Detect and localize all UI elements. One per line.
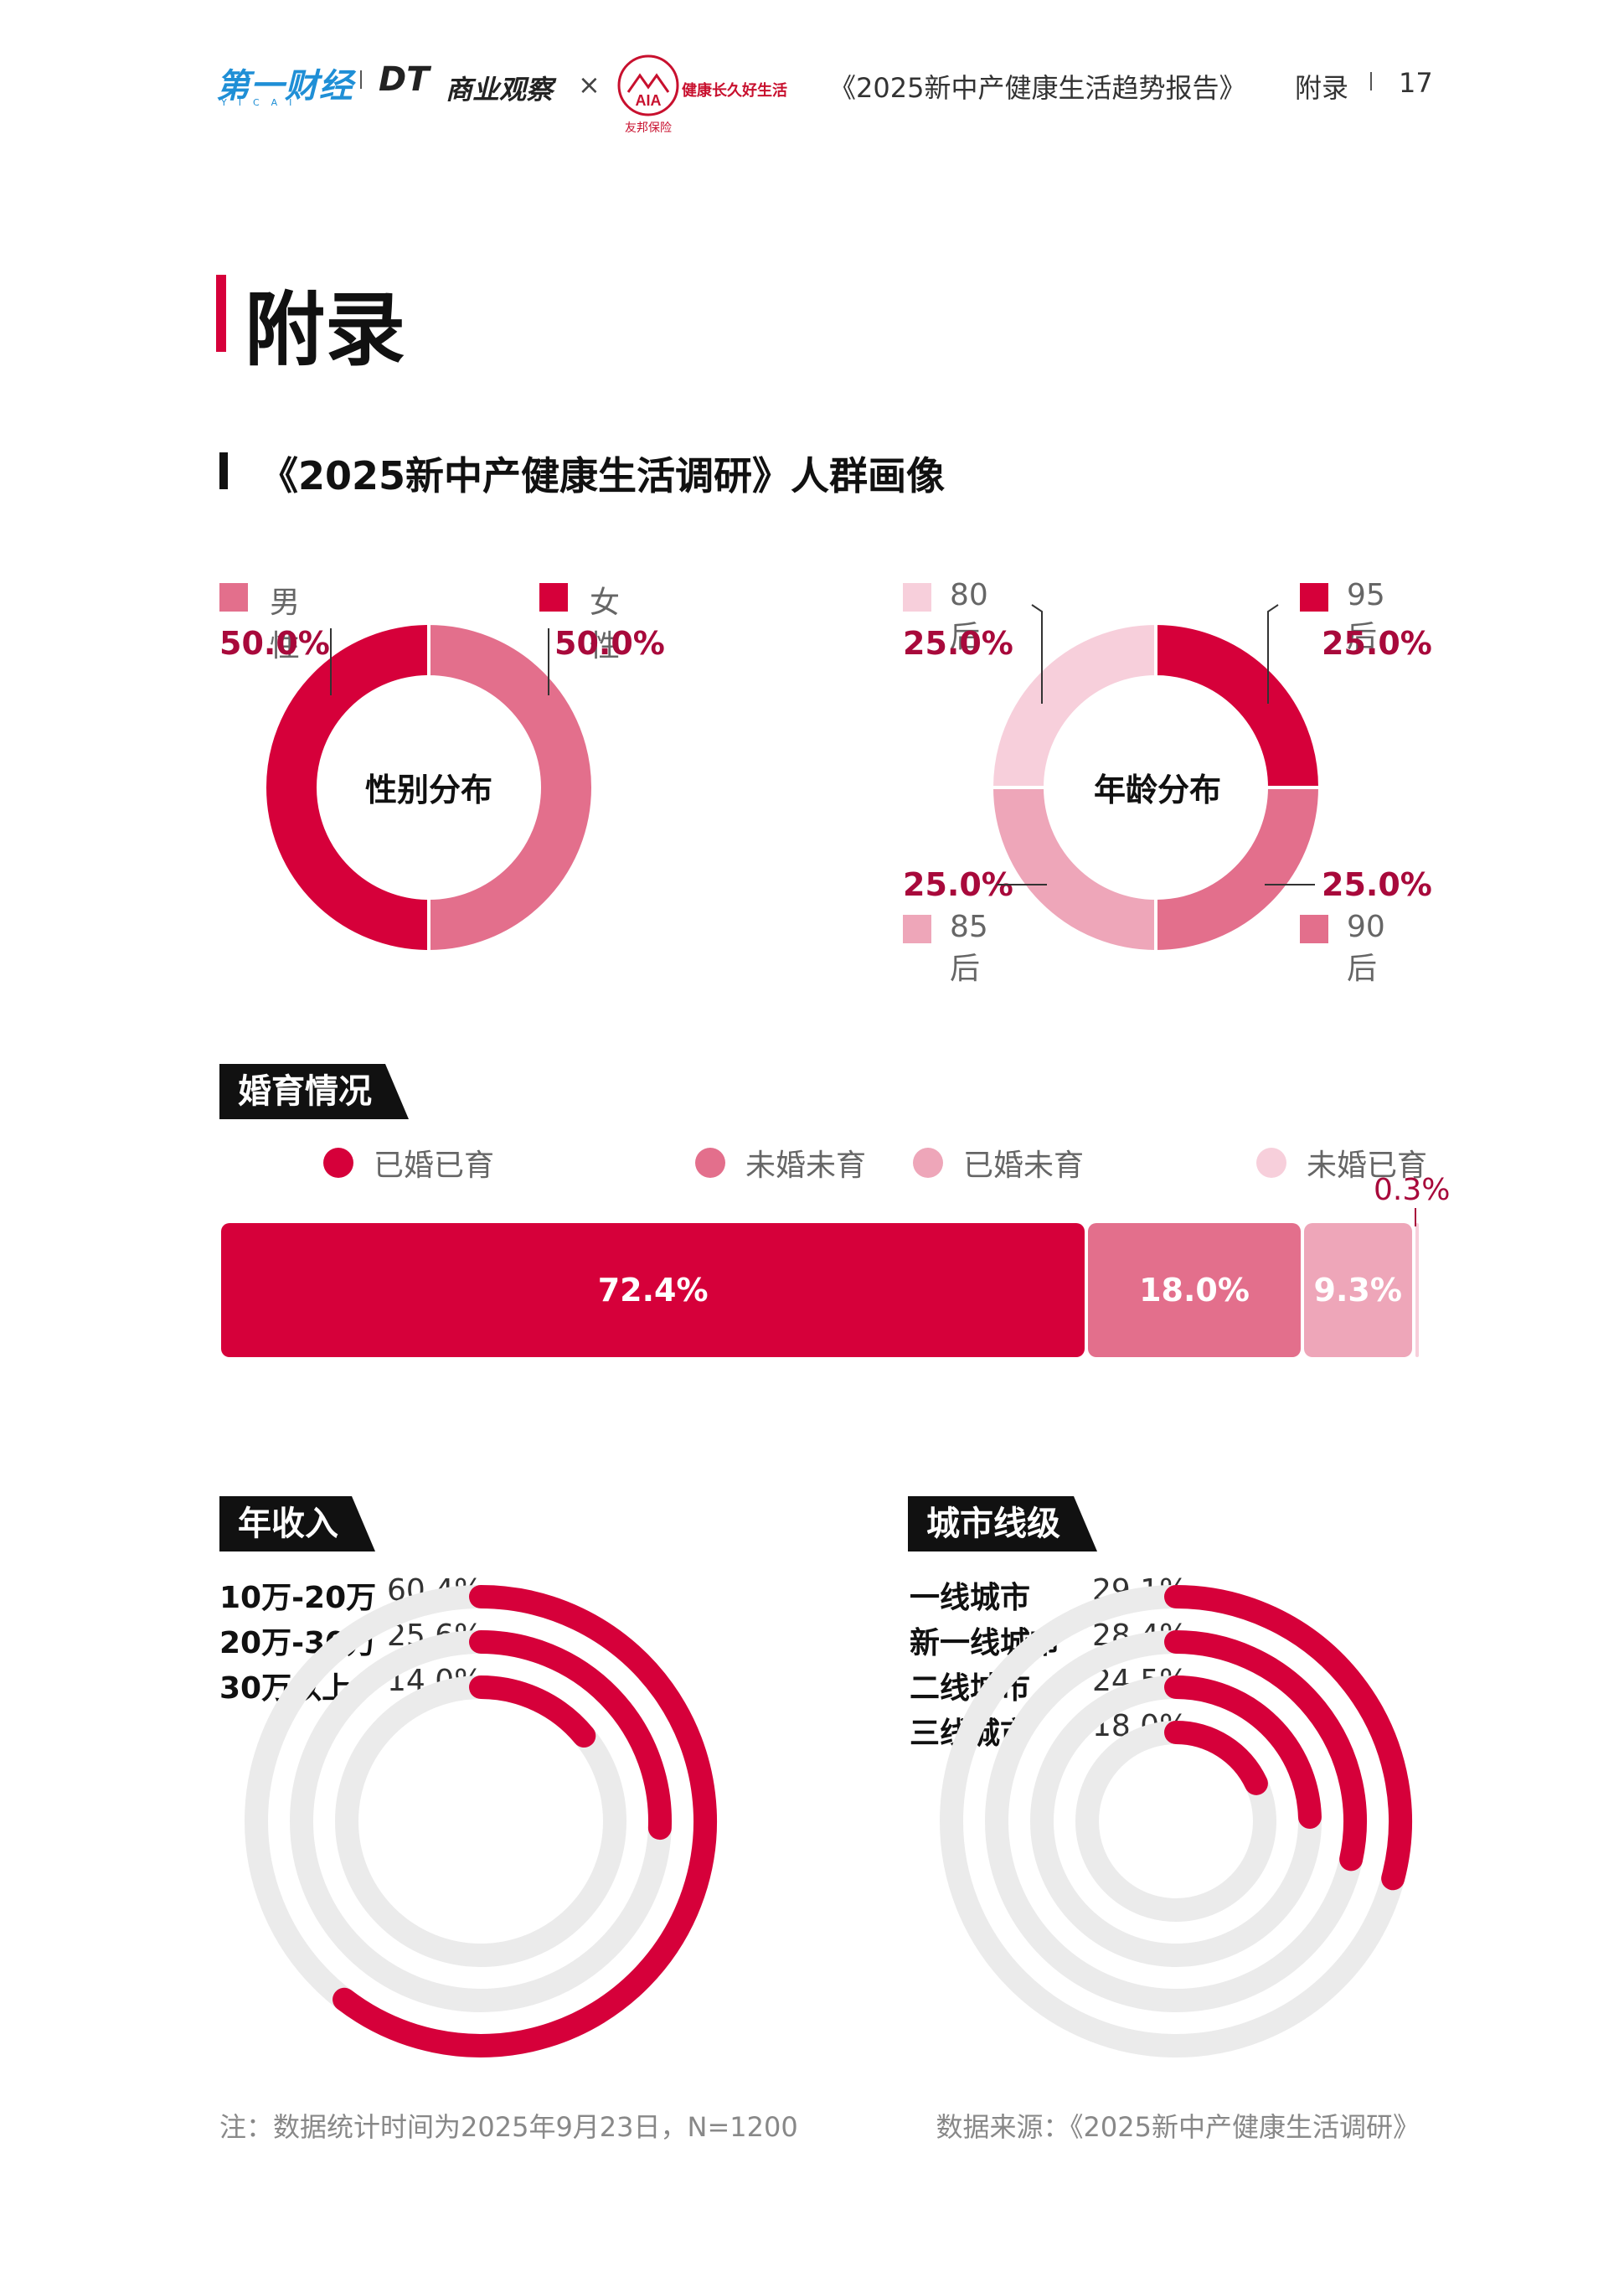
income-arc-2: [469, 1675, 596, 1748]
dt-logo: DT: [379, 60, 430, 99]
legend-label-female: 女性: [590, 586, 621, 663]
data-label-female: 50.0%: [554, 625, 665, 662]
city-arc-3: [1164, 1721, 1268, 1795]
header-section: 附录: [1295, 72, 1349, 104]
marital-legend-dot-3: [1256, 1148, 1286, 1178]
leader-line-95: [1267, 604, 1279, 704]
header-separator-2: [1370, 72, 1372, 90]
income-radial-chart: [245, 1585, 717, 2057]
gender-slice-1: [263, 621, 430, 954]
gender-slice-0: [427, 621, 595, 954]
data-label-80: 25.0%: [903, 625, 1013, 662]
marital-bar-1: 18.0%: [1088, 1223, 1301, 1357]
legend-swatch-female: [539, 583, 568, 612]
legend-swatch-90: [1300, 915, 1328, 943]
data-label-95: 25.0%: [1322, 625, 1432, 662]
report-title: 《2025新中产健康生活趋势报告》: [829, 72, 1246, 104]
legend-swatch-95: [1300, 583, 1328, 612]
legend-label-95: 95后: [1347, 578, 1385, 654]
age-slice-2: [989, 786, 1157, 954]
collab-x: ×: [578, 69, 601, 101]
aia-tagline: 健康长久好生活: [682, 82, 787, 100]
age-slice-1: [1154, 786, 1322, 954]
dt-logo-text: 商业观察: [446, 74, 554, 106]
aia-logo-cn: 友邦保险: [625, 121, 672, 135]
marital-legend-dot-2: [913, 1148, 943, 1178]
city-arc-0: [1164, 1585, 1412, 1891]
data-label-0.3: 0.3%: [1374, 1173, 1451, 1207]
header-separator: [360, 70, 362, 89]
city-arc-2: [1164, 1675, 1322, 1829]
legend-swatch-85: [903, 915, 931, 943]
footnote: 注：数据统计时间为2025年9月23日，N=1200: [219, 2111, 798, 2143]
yicai-logo: 第一财经: [216, 67, 353, 106]
page-title: 附录: [245, 283, 405, 377]
subtitle: 《2025新中产健康生活调研》人群画像: [260, 453, 946, 498]
income-arc-1: [469, 1630, 672, 1841]
city-arc-1: [1164, 1630, 1367, 1872]
age-donut: [989, 604, 1322, 954]
marital-legend-label-0: 已婚已育: [374, 1149, 495, 1183]
income-label-0: 10万-20万: [219, 1581, 377, 1615]
marital-legend-dot-1: [695, 1148, 725, 1178]
legend-label-90: 90后: [1347, 910, 1385, 986]
page-number: 17: [1399, 67, 1433, 99]
data-label-90: 25.0%: [1322, 866, 1432, 903]
age-center-label: 年龄分布: [1093, 772, 1221, 808]
income-tag: 年收入: [219, 1496, 375, 1551]
legend-label-80: 80后: [950, 578, 988, 654]
income-arc-0: [333, 1585, 717, 2057]
gender-center-label: 性别分布: [364, 772, 492, 808]
data-source: 数据来源：《2025新中产健康生活调研》: [936, 2111, 1420, 2143]
aia-logo-text: AIA: [636, 92, 662, 109]
age-slice-0: [1154, 621, 1322, 789]
marital-bar-2: 9.3%: [1303, 1223, 1412, 1357]
marital-bar-3: [1415, 1223, 1419, 1357]
city-radial-chart: [940, 1585, 1412, 2057]
leader-line-0.3: [1415, 1208, 1416, 1226]
marital-legend-label-3: 未婚已育: [1307, 1149, 1428, 1183]
marital-bar-0: 72.4%: [221, 1223, 1085, 1357]
marital-legend-dot-0: [323, 1148, 353, 1178]
yicai-logo-sub: YICAI: [221, 97, 304, 108]
aia-logo: AIA: [616, 54, 680, 117]
marital-tag: 婚育情况: [219, 1064, 409, 1119]
marital-legend-label-2: 已婚未育: [963, 1149, 1085, 1183]
marital-legend-label-1: 未婚未育: [745, 1149, 867, 1183]
data-label-85: 25.0%: [903, 866, 1013, 903]
age-slice-3: [989, 621, 1157, 789]
legend-swatch-male: [219, 583, 248, 612]
subtitle-bar: [219, 452, 228, 489]
legend-label-male: 男性: [270, 586, 301, 663]
legend-swatch-80: [903, 583, 931, 612]
city-label-0: 一线城市: [910, 1581, 1031, 1615]
data-label-male: 50.0%: [219, 625, 330, 662]
gender-donut: [263, 621, 595, 954]
leader-line-80: [1031, 604, 1043, 704]
city-tag: 城市线级: [908, 1496, 1097, 1551]
marital-bar: 72.4% 18.0% 9.3%: [221, 1223, 1419, 1357]
title-accent-bar: [216, 275, 226, 352]
legend-label-85: 85后: [950, 910, 988, 986]
